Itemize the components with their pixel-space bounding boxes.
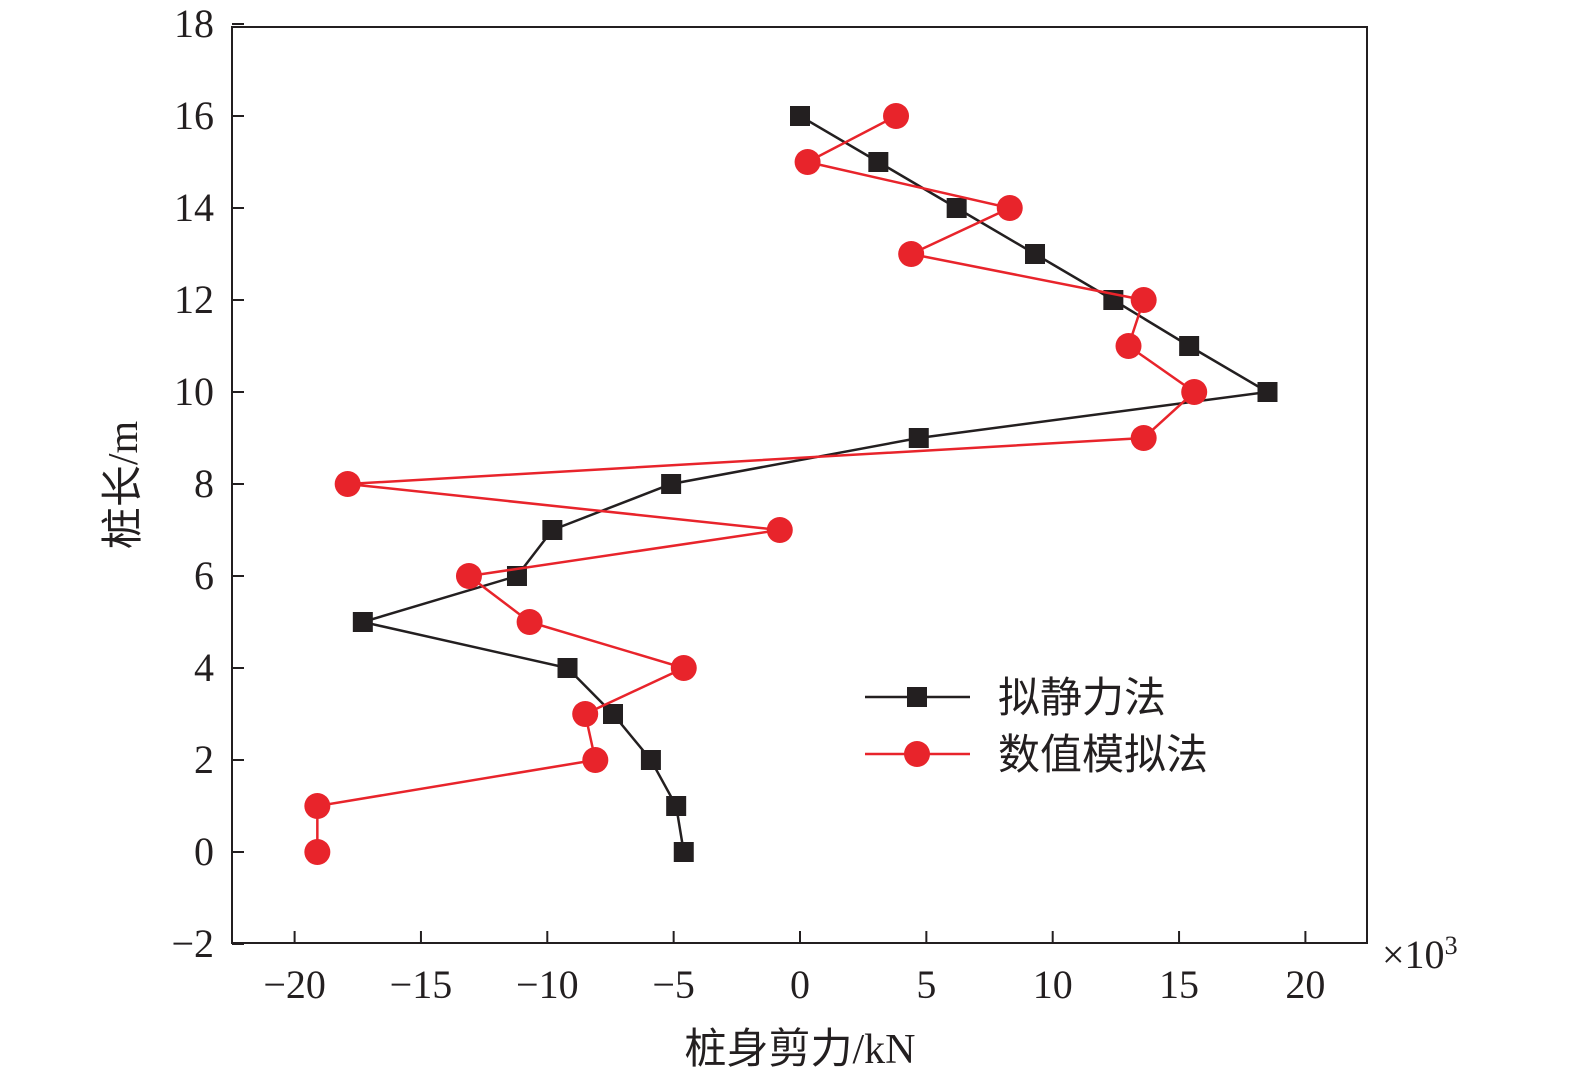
data-point bbox=[557, 658, 578, 678]
series-1 bbox=[304, 103, 1208, 865]
data-point bbox=[640, 750, 661, 770]
data-point bbox=[1115, 333, 1142, 359]
y-tick-label: 8 bbox=[194, 461, 214, 506]
data-point bbox=[946, 198, 967, 218]
y-tick-label: 10 bbox=[174, 369, 214, 414]
x-tick-label: −15 bbox=[390, 962, 453, 1007]
y-tick-label: 4 bbox=[194, 645, 214, 690]
y-tick-label: 16 bbox=[174, 93, 214, 138]
y-tick-label: 18 bbox=[174, 1, 214, 46]
data-point bbox=[603, 704, 624, 724]
y-tick-label: 2 bbox=[194, 737, 214, 782]
x-tick-label: 5 bbox=[916, 962, 936, 1007]
data-point bbox=[898, 241, 925, 267]
legend-label: 数值模拟法 bbox=[998, 733, 1208, 779]
legend-label: 拟静力法 bbox=[998, 676, 1166, 722]
data-point bbox=[666, 796, 687, 816]
x-tick-label: −5 bbox=[652, 962, 695, 1007]
series-0 bbox=[352, 106, 1278, 862]
y-tick-label: 6 bbox=[194, 553, 214, 598]
data-point bbox=[516, 609, 543, 635]
data-point bbox=[542, 520, 563, 540]
data-point bbox=[996, 195, 1023, 221]
data-point bbox=[1179, 336, 1200, 356]
data-point bbox=[883, 103, 910, 129]
data-point bbox=[868, 152, 889, 172]
data-point bbox=[766, 517, 793, 543]
data-point bbox=[455, 563, 482, 589]
data-point bbox=[506, 566, 527, 586]
x-multiplier-exponent: 3 bbox=[1445, 931, 1458, 960]
y-tick-label: 14 bbox=[174, 185, 214, 230]
x-multiplier: ×103 bbox=[1382, 931, 1458, 977]
data-point bbox=[794, 149, 821, 175]
y-tick-label: 12 bbox=[174, 277, 214, 322]
data-point bbox=[1130, 425, 1157, 451]
data-point bbox=[1130, 287, 1157, 313]
x-tick-label: −10 bbox=[516, 962, 579, 1007]
x-tick-label: 20 bbox=[1285, 962, 1325, 1007]
y-tick-label: −2 bbox=[171, 921, 214, 966]
legend-marker bbox=[907, 687, 927, 707]
data-point bbox=[673, 842, 694, 862]
x-tick-label: 10 bbox=[1033, 962, 1073, 1007]
data-point bbox=[1181, 379, 1208, 405]
data-point bbox=[304, 793, 331, 819]
data-point bbox=[572, 701, 599, 727]
data-point bbox=[304, 839, 331, 865]
series-layer bbox=[304, 103, 1278, 865]
data-point bbox=[1257, 382, 1278, 402]
data-point bbox=[352, 612, 373, 632]
data-point bbox=[908, 428, 929, 448]
data-point bbox=[582, 747, 609, 773]
y-axis-label: 桩长/m bbox=[101, 421, 147, 550]
data-point bbox=[790, 106, 810, 126]
x-tick-label: −20 bbox=[263, 962, 326, 1007]
data-point bbox=[661, 474, 682, 494]
x-tick-label: 0 bbox=[790, 962, 810, 1007]
data-point bbox=[1025, 244, 1046, 264]
x-tick-label: 15 bbox=[1159, 962, 1199, 1007]
legend-marker bbox=[904, 741, 930, 767]
y-tick-label: 0 bbox=[194, 829, 214, 874]
data-point bbox=[334, 471, 361, 497]
x-axis-label: 桩身剪力/kN bbox=[684, 1027, 915, 1073]
data-point bbox=[670, 655, 697, 681]
